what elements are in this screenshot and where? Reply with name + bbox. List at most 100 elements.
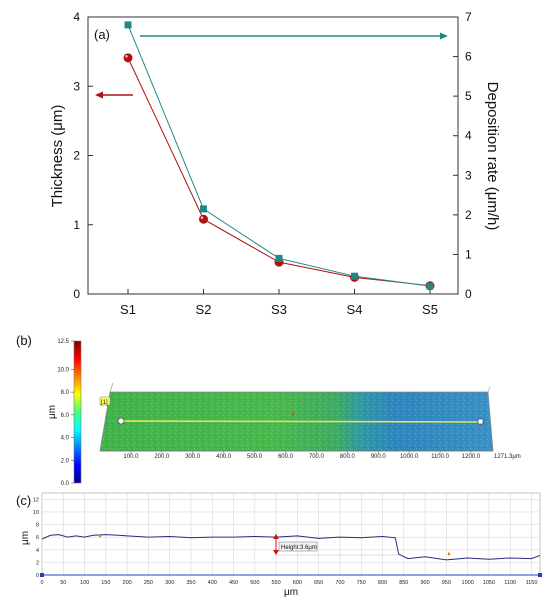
panel-c-x-tick-label: 0	[40, 580, 43, 586]
panel-a-frame	[87, 16, 459, 295]
series-2-point	[351, 272, 358, 280]
panel-c: (c) 0 2 4 6 8 10 12 0 50 100 150 200 250 300 350 400 450…	[16, 492, 542, 598]
z-axis-line	[109, 382, 114, 393]
range-handle-right[interactable]	[538, 573, 542, 577]
colorbar-tick-label: 0.0	[61, 481, 70, 487]
series-2-point	[426, 282, 434, 290]
panel-c-x-tick-label: 1100	[504, 580, 516, 586]
colorbar-tick-label: 4.0	[61, 436, 70, 442]
surface-x-tick-label: 300.0	[185, 454, 201, 460]
panel-c-ylabel: μm	[20, 531, 31, 545]
colorbar-tick-label: 2.0	[61, 458, 70, 464]
left-axis-arrow-head	[95, 91, 103, 99]
scan-end-marker[interactable]	[477, 418, 484, 425]
surface-spot	[291, 411, 295, 417]
right-tick-label: 5	[465, 89, 472, 103]
panel-c-x-tick-label: 250	[144, 580, 153, 586]
scan-line	[120, 420, 481, 423]
panel-c-y-tick-label: 6	[36, 535, 39, 541]
panel-c-x-tick-label: 1000	[462, 580, 474, 586]
series-1-point	[199, 214, 208, 224]
panel-c-x-tick-label: 550	[272, 580, 281, 586]
scan-label-box	[99, 396, 111, 406]
depth-edge	[487, 385, 491, 393]
panel-c-x-tick-label: 400	[208, 580, 217, 586]
x-tick-label: S2	[196, 302, 212, 317]
colorbar-ticks: 0.0 2.0 4.0 6.0 8.0 10.0 12.5	[57, 339, 74, 487]
surface-x-tick-label: 1200.0	[462, 454, 481, 460]
panel-c-y-tick-label: 12	[33, 497, 39, 503]
right-tick-label: 1	[465, 247, 472, 261]
panel-c-y-tick-label: 4	[36, 548, 39, 554]
profile-line	[41, 534, 541, 561]
panel-a-series	[123, 21, 435, 291]
panel-c-x-tick-label: 1050	[483, 580, 495, 586]
surface-x-tick-label: 1100.0	[431, 454, 450, 460]
colorbar-tick-label: 10.0	[57, 367, 69, 373]
series-1-point-highlight	[125, 55, 128, 58]
left-tick-label: 1	[73, 218, 80, 232]
series-1-point	[123, 53, 133, 63]
panel-c-ticks: 0 2 4 6 8 10 12 0 50 100 150 200 250 300 350 400 450 500 5…	[33, 497, 538, 586]
surface-x-tick-label: 200.0	[154, 454, 170, 460]
panel-a: (a) Thickness (μm) Deposition rate (μm/h…	[49, 10, 501, 317]
right-tick-label: 4	[465, 129, 472, 143]
panel-c-x-tick-label: 700	[335, 580, 344, 586]
panel-c-y-tick-label: 2	[36, 560, 39, 566]
panel-c-series	[41, 534, 541, 561]
right-tick-label: 0	[465, 287, 472, 301]
left-tick-label: 0	[73, 287, 80, 301]
panel-c-x-tick-label: 900	[420, 580, 429, 586]
x-end-label: 1271.3μm	[494, 454, 521, 460]
series-1-line	[127, 57, 431, 287]
right-tick-label: 2	[465, 208, 472, 222]
left-tick-label: 4	[73, 10, 80, 24]
panel-c-x-tick-label: 200	[123, 580, 132, 586]
right-tick-label: 7	[465, 10, 472, 24]
height-annotation: Height:3.6μm	[281, 545, 317, 551]
series-1-point-highlight	[200, 216, 204, 220]
panel-a-ylabel: Thickness (μm)	[49, 105, 66, 208]
scan-label: [1]	[101, 400, 108, 406]
x-tick-label: S3	[271, 302, 287, 317]
colorbar-tick-label: 6.0	[61, 413, 70, 419]
panel-c-xlabel: μm	[284, 587, 298, 598]
right-tick-label: 6	[465, 50, 472, 64]
panel-a-ticks: 0 1 2 3 4 0 1 2 3 4 5 6 7 S1 S2 S3 S4 S5	[73, 10, 472, 317]
colorbar-tick-label: 8.0	[61, 390, 70, 396]
colorbar-unit-label: μm	[47, 405, 58, 419]
surface-x-tick-label: 600.0	[278, 454, 294, 460]
surface-x-tick-label: 400.0	[216, 454, 232, 460]
series-2-point	[200, 205, 207, 213]
surface-x-tick-label: 700.0	[309, 454, 325, 460]
panel-c-x-tick-label: 650	[314, 580, 323, 586]
panel-b-x-ticks: 100.0 200.0 300.0 400.0 500.0 600.0 700.0 800.0…	[123, 451, 481, 460]
panel-c-label: (c)	[16, 493, 31, 508]
cursor-marker-1	[99, 534, 102, 538]
panel-a-y2label: Deposition rate (μm/h)	[484, 82, 501, 231]
right-axis-arrow-head	[440, 32, 448, 40]
panel-c-x-tick-label: 1150	[526, 580, 538, 586]
range-handle-left[interactable]	[40, 573, 44, 577]
panel-c-x-tick-label: 350	[186, 580, 195, 586]
panel-c-x-tick-label: 850	[399, 580, 408, 586]
x-tick-label: S5	[422, 302, 438, 317]
colorbar-tick-label: 12.5	[57, 339, 69, 345]
height-arrow-top	[273, 534, 279, 539]
panel-c-x-tick-label: 150	[101, 580, 110, 586]
panel-c-x-tick-label: 100	[80, 580, 89, 586]
panel-a-label: (a)	[94, 27, 110, 42]
panel-c-x-tick-label: 500	[250, 580, 259, 586]
panel-c-x-tick-label: 450	[229, 580, 238, 586]
panel-b: (b) 0.0 2.0 4.0 6.0 8.0 10.0 12.5 μm [1] 100.0…	[16, 333, 521, 487]
scan-start-marker[interactable]	[117, 417, 125, 425]
panel-c-y-tick-label: 8	[36, 523, 39, 529]
panel-b-label: (b)	[16, 333, 32, 348]
surface-x-tick-label: 100.0	[123, 454, 139, 460]
surface-x-tick-label: 500.0	[247, 454, 263, 460]
panel-c-x-tick-label: 300	[165, 580, 174, 586]
panel-c-frame	[41, 492, 541, 576]
panel-c-y-tick-label: 10	[33, 510, 39, 516]
